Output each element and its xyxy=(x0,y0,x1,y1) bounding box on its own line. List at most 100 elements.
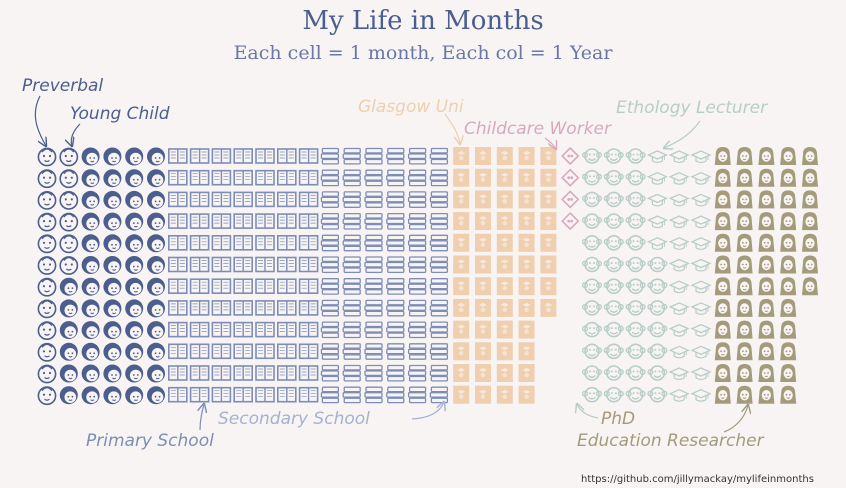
cell-young-child xyxy=(147,299,165,318)
cell-young-child xyxy=(147,386,165,405)
cell-phd xyxy=(625,386,646,403)
cell-phd xyxy=(647,386,668,403)
cell-primary-school xyxy=(255,169,275,186)
cell-secondary-school xyxy=(429,212,449,230)
cell-education-researcher xyxy=(802,168,818,187)
arrow-young-child xyxy=(71,123,81,146)
cell-glasgow-uni xyxy=(453,364,470,382)
cell-primary-school xyxy=(298,148,319,164)
cell-primary-school xyxy=(168,300,188,316)
cell-glasgow-uni xyxy=(518,190,535,209)
cell-secondary-school xyxy=(342,321,361,339)
cell-young-child xyxy=(103,256,122,274)
cell-primary-school xyxy=(276,148,297,164)
cell-young-child xyxy=(125,169,144,188)
cell-phd xyxy=(625,169,646,186)
cell-glasgow-uni xyxy=(518,212,535,231)
cell-education-researcher xyxy=(736,320,753,339)
cell-preverbal xyxy=(59,234,79,254)
cell-glasgow-uni xyxy=(475,190,491,209)
cell-glasgow-uni xyxy=(475,342,491,361)
cell-phd xyxy=(603,256,624,273)
cell-young-child xyxy=(81,364,100,383)
cell-phd xyxy=(625,235,646,251)
cell-phd xyxy=(581,256,603,273)
annotation-primary-school: Primary School xyxy=(86,431,214,451)
cell-primary-school xyxy=(211,321,232,338)
cell-secondary-school xyxy=(342,147,361,165)
cell-secondary-school xyxy=(429,256,449,274)
cell-phd xyxy=(603,386,624,403)
cell-phd xyxy=(625,191,646,208)
cell-ethology-lecturer xyxy=(668,193,690,207)
cell-primary-school xyxy=(168,148,188,164)
cell-ethology-lecturer xyxy=(646,150,669,164)
cell-secondary-school xyxy=(364,386,383,404)
cell-ethology-lecturer xyxy=(668,302,690,315)
cell-phd xyxy=(647,278,668,295)
cell-young-child xyxy=(125,342,144,361)
arrow-secondary-school xyxy=(411,402,444,420)
cell-education-researcher xyxy=(714,190,731,209)
cell-education-researcher xyxy=(758,147,775,165)
cell-secondary-school xyxy=(364,191,383,208)
cell-glasgow-uni xyxy=(453,277,470,296)
cell-young-child xyxy=(103,234,122,253)
cell-secondary-school xyxy=(342,343,361,360)
cell-preverbal xyxy=(37,147,57,167)
cell-primary-school xyxy=(233,343,253,360)
cell-primary-school xyxy=(276,278,297,295)
cell-primary-school xyxy=(168,191,188,208)
cell-glasgow-uni xyxy=(518,168,535,187)
cell-preverbal xyxy=(37,169,57,189)
cell-secondary-school xyxy=(429,234,449,252)
cell-preverbal xyxy=(37,256,57,275)
cell-education-researcher xyxy=(758,190,775,209)
cell-primary-school xyxy=(168,278,188,295)
cell-secondary-school xyxy=(364,299,383,317)
cell-primary-school xyxy=(233,300,253,316)
cell-secondary-school xyxy=(407,343,427,360)
cell-secondary-school xyxy=(342,386,361,404)
cell-phd xyxy=(625,278,646,295)
cell-education-researcher xyxy=(780,320,797,339)
cell-young-child xyxy=(81,277,100,296)
cell-ethology-lecturer xyxy=(690,150,712,164)
cell-secondary-school xyxy=(364,343,383,360)
cell-ethology-lecturer xyxy=(646,193,669,207)
cell-primary-school xyxy=(189,300,210,316)
cell-education-researcher xyxy=(714,320,731,339)
cell-phd xyxy=(581,386,603,403)
cell-education-researcher xyxy=(802,233,818,252)
cell-secondary-school xyxy=(364,364,383,382)
cell-primary-school xyxy=(189,256,210,273)
cell-ethology-lecturer xyxy=(668,171,690,185)
cell-education-researcher xyxy=(736,385,753,404)
cell-glasgow-uni xyxy=(496,255,513,274)
cell-primary-school xyxy=(189,148,210,164)
cell-phd xyxy=(625,365,646,381)
cell-glasgow-uni xyxy=(518,233,535,252)
cell-preverbal xyxy=(59,147,79,167)
cell-young-child xyxy=(147,277,165,296)
cell-education-researcher xyxy=(736,255,753,274)
cell-glasgow-uni xyxy=(453,320,470,339)
cell-glasgow-uni xyxy=(453,212,470,231)
cell-secondary-school xyxy=(342,364,361,382)
cell-young-child xyxy=(125,190,144,209)
cell-primary-school xyxy=(211,300,232,316)
cell-glasgow-uni xyxy=(540,277,557,296)
cell-education-researcher xyxy=(736,277,753,296)
arrow-education-researcher xyxy=(723,405,748,433)
cell-primary-school xyxy=(233,235,253,251)
cell-secondary-school xyxy=(364,147,383,165)
cell-phd xyxy=(603,235,624,251)
cell-primary-school xyxy=(276,235,297,251)
cell-primary-school xyxy=(168,365,188,381)
cell-glasgow-uni xyxy=(540,212,557,231)
cell-glasgow-uni xyxy=(518,277,535,296)
cell-primary-school xyxy=(168,256,188,273)
cell-preverbal xyxy=(59,256,79,275)
cell-young-child xyxy=(103,147,122,166)
cell-ethology-lecturer xyxy=(668,150,690,164)
